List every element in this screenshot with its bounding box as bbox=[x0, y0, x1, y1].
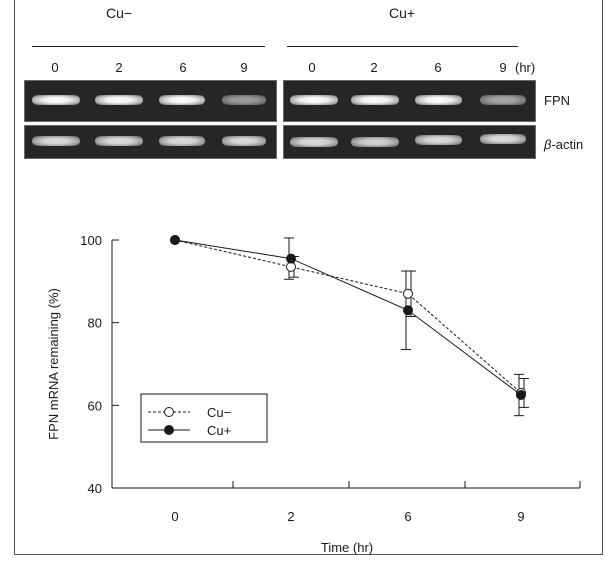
band-fpn-cu-plus-9h bbox=[480, 95, 526, 105]
band-fpn-cu-plus-0h bbox=[290, 95, 338, 105]
x-tick-label: 6 bbox=[404, 509, 411, 524]
lane-label: 0 bbox=[51, 60, 59, 75]
row-label-fpn: FPN bbox=[544, 93, 570, 108]
beta-symbol: β bbox=[544, 137, 552, 152]
lane-label: 6 bbox=[434, 60, 442, 75]
band-fpn-cu-minus-9h bbox=[222, 95, 266, 105]
y-tick-label: 40 bbox=[88, 481, 102, 496]
y-axis-label: FPN mRNA remaining (%) bbox=[46, 288, 61, 440]
legend-label: Cu− bbox=[207, 405, 231, 420]
band-actin-cu-plus-2h bbox=[351, 137, 399, 147]
x-tick-label: 2 bbox=[287, 509, 294, 524]
y-tick-label: 80 bbox=[88, 316, 102, 331]
band-actin-cu-minus-9h bbox=[222, 136, 266, 146]
series-line-cu-minus bbox=[174, 239, 522, 394]
actin-text: -actin bbox=[551, 137, 584, 152]
lane-label: 6 bbox=[179, 60, 187, 75]
band-actin-cu-plus-0h bbox=[290, 137, 338, 147]
band-fpn-cu-plus-2h bbox=[351, 95, 399, 105]
y-tick-label: 100 bbox=[80, 233, 102, 248]
band-actin-cu-plus-6h bbox=[415, 135, 462, 145]
group-rule-cu-minus bbox=[32, 46, 265, 47]
lane-unit-label: (hr) bbox=[515, 60, 536, 75]
lane-label: 9 bbox=[240, 60, 248, 75]
group-label-cu-minus: Cu− bbox=[105, 5, 133, 21]
legend-box bbox=[140, 393, 268, 443]
lane-label: 0 bbox=[308, 60, 316, 75]
lane-label: 9 bbox=[499, 60, 507, 75]
band-actin-cu-minus-2h bbox=[95, 136, 143, 146]
y-tick-label: 60 bbox=[88, 398, 102, 413]
legend-marker bbox=[164, 407, 174, 417]
figure-frame bbox=[14, 0, 603, 555]
band-actin-cu-minus-6h bbox=[159, 136, 205, 146]
band-fpn-cu-minus-2h bbox=[95, 95, 143, 105]
x-tick-label: 0 bbox=[171, 509, 178, 524]
lane-label: 2 bbox=[370, 60, 378, 75]
group-rule-cu-plus bbox=[287, 46, 518, 47]
band-fpn-cu-plus-6h bbox=[415, 95, 462, 105]
x-axis-label: Time (hr) bbox=[321, 540, 373, 555]
data-point-cu-plus bbox=[516, 390, 526, 400]
legend-marker bbox=[164, 425, 174, 435]
data-point-cu-plus bbox=[170, 235, 180, 245]
data-point-cu-minus bbox=[286, 261, 296, 272]
row-label-beta-actin: β-actin bbox=[544, 137, 583, 152]
band-fpn-cu-minus-0h bbox=[32, 95, 80, 105]
data-point-cu-minus bbox=[403, 288, 413, 299]
band-actin-cu-plus-9h bbox=[480, 134, 526, 144]
group-label-cu-plus: Cu+ bbox=[388, 5, 416, 21]
series-line-cu-plus bbox=[174, 239, 522, 396]
data-point-cu-plus bbox=[403, 305, 413, 316]
band-fpn-cu-minus-6h bbox=[159, 95, 205, 105]
lane-label: 2 bbox=[115, 60, 123, 75]
data-point-cu-plus bbox=[286, 253, 296, 264]
band-actin-cu-minus-0h bbox=[32, 136, 80, 146]
legend-label: Cu+ bbox=[207, 423, 231, 438]
x-tick-label: 9 bbox=[517, 509, 524, 524]
